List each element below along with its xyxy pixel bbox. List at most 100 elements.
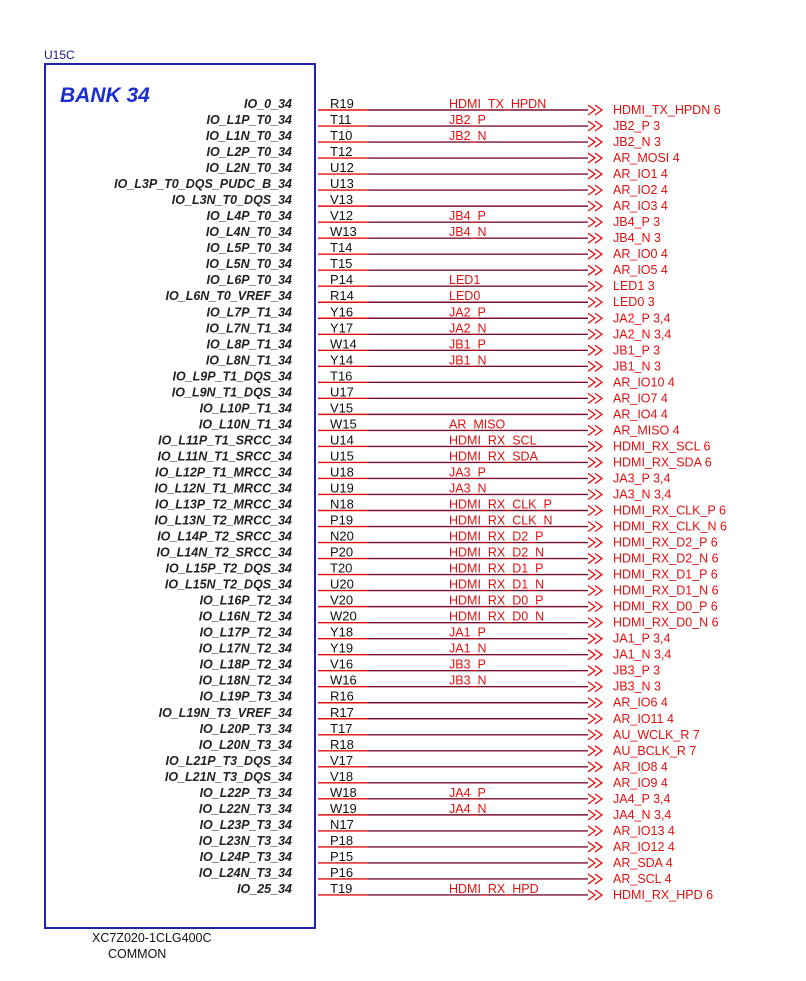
net-label: JA4_N bbox=[449, 802, 487, 816]
port-label: AR_MOSI 4 bbox=[613, 151, 680, 165]
pin-number: Y18 bbox=[330, 625, 353, 640]
port-label: JB2_N 3 bbox=[613, 135, 661, 149]
port-label: AR_IO1 4 bbox=[613, 167, 668, 181]
pin-row: IO_L12P_T1_MRCC_34 U18 JA3_P JA3_P 3,4 bbox=[155, 464, 670, 485]
pin-row: IO_L9N_T1_DQS_34 U17 AR_IO7 4 bbox=[172, 384, 668, 405]
offpage-connector-icon bbox=[587, 873, 604, 885]
offpage-connector-icon bbox=[587, 520, 604, 533]
pin-number: W15 bbox=[330, 416, 357, 431]
net-label: HDMI_RX_HPD bbox=[449, 882, 539, 896]
port-label: HDMI_RX_D2_P 6 bbox=[613, 536, 718, 550]
net-label: JA3_N bbox=[449, 481, 487, 495]
pin-name: IO_25_34 bbox=[237, 882, 292, 896]
pin-row: IO_L1N_T0_34 T10 JB2_N JB2_N 3 bbox=[206, 128, 661, 149]
port-label: HDMI_RX_SDA 6 bbox=[613, 455, 712, 469]
pin-row: IO_L11N_T1_SRCC_34 U15 HDMI_RX_SDA HDMI_RX_… bbox=[157, 448, 711, 469]
pin-number: Y16 bbox=[330, 304, 353, 319]
offpage-connector-icon bbox=[587, 553, 604, 565]
pin-row: IO_L17P_T2_34 Y18 JA1_P JA1_P 3,4 bbox=[200, 625, 671, 646]
pin-row: IO_L21P_T3_DQS_34 V17 AR_IO8 4 bbox=[166, 753, 668, 774]
port-label: HDMI_RX_D0_P 6 bbox=[613, 600, 718, 614]
net-label: JB1_N bbox=[449, 353, 487, 367]
pin-row: IO_L22N_T3_34 W19 JA4_N JA4_N 3,4 bbox=[199, 801, 672, 822]
pin-number: T10 bbox=[330, 128, 352, 143]
pin-name: IO_L1N_T0_34 bbox=[206, 129, 292, 143]
pin-name: IO_L8N_T1_34 bbox=[206, 353, 292, 367]
pin-row: IO_L8P_T1_34 W14 JB1_P JB1_P 3 bbox=[207, 336, 661, 357]
pin-row: IO_L17N_T2_34 Y19 JA1_N JA1_N 3,4 bbox=[199, 641, 672, 662]
port-label: JB3_P 3 bbox=[613, 664, 660, 678]
pin-number: W14 bbox=[330, 336, 357, 351]
pin-name: IO_L20N_T3_34 bbox=[199, 738, 292, 752]
offpage-connector-icon bbox=[587, 793, 604, 805]
port-label: AR_IO11 4 bbox=[613, 712, 674, 726]
net-label: HDMI_RX_D2_N bbox=[449, 546, 544, 560]
port-label: JA1_N 3,4 bbox=[613, 648, 671, 662]
pin-number: V13 bbox=[330, 192, 353, 207]
port-label: HDMI_RX_CLK_P 6 bbox=[613, 504, 726, 518]
pin-name: IO_L11P_T1_SRCC_34 bbox=[158, 433, 292, 447]
pin-row: IO_L23N_T3_34 P18 AR_IO12 4 bbox=[199, 833, 675, 854]
offpage-connector-icon bbox=[587, 296, 604, 308]
offpage-connector-icon bbox=[587, 617, 604, 629]
port-label: JA2_N 3,4 bbox=[613, 327, 671, 341]
pin-name: IO_L16N_T2_34 bbox=[199, 610, 292, 624]
part-number: XC7Z020-1CLG400C bbox=[92, 931, 212, 945]
pin-row: IO_L3N_T0_DQS_34 V13 AR_IO3 4 bbox=[172, 192, 668, 213]
pin-name: IO_L21P_T3_DQS_34 bbox=[166, 754, 293, 768]
net-label: JA1_N bbox=[449, 642, 487, 656]
port-label: HDMI_RX_D1_P 6 bbox=[613, 568, 718, 582]
pin-number: U14 bbox=[330, 432, 354, 447]
pin-row: IO_L19P_T3_34 R16 AR_IO6 4 bbox=[200, 689, 668, 710]
pin-row: IO_L15N_T2_DQS_34 U20 HDMI_RX_D1_N HDMI_RX_… bbox=[165, 577, 719, 598]
offpage-connector-icon bbox=[587, 633, 604, 645]
pin-number: N18 bbox=[330, 497, 354, 512]
pin-row: IO_L18N_T2_34 W16 JB3_N JB3_N 3 bbox=[199, 673, 661, 694]
port-label: AR_SDA 4 bbox=[613, 856, 673, 870]
offpage-connector-icon bbox=[587, 264, 604, 276]
port-label: AR_SCL 4 bbox=[613, 872, 672, 886]
port-label: JB3_N 3 bbox=[613, 680, 661, 694]
port-label: AU_WCLK_R 7 bbox=[613, 728, 700, 742]
offpage-connector-icon bbox=[587, 504, 604, 517]
net-label: JB4_P bbox=[449, 209, 486, 223]
pin-row: IO_L12N_T1_MRCC_34 U19 JA3_N JA3_N 3,4 bbox=[154, 480, 671, 501]
chip-outline bbox=[44, 63, 316, 929]
pin-name: IO_L10N_T1_34 bbox=[199, 417, 292, 431]
offpage-connector-icon bbox=[587, 360, 604, 372]
pin-row: IO_L4P_T0_34 V12 JB4_P JB4_P 3 bbox=[207, 208, 661, 229]
pin-name: IO_L3N_T0_DQS_34 bbox=[172, 193, 292, 207]
pin-number: P15 bbox=[330, 849, 353, 864]
net-label: HDMI_RX_D0_P bbox=[449, 594, 543, 608]
net-label: HDMI_RX_D1_P bbox=[449, 562, 543, 576]
port-label: HDMI_RX_HPD 6 bbox=[613, 888, 713, 902]
offpage-connector-icon bbox=[587, 392, 604, 404]
pin-number: Y14 bbox=[330, 352, 353, 367]
offpage-connector-icon bbox=[587, 456, 604, 468]
net-label: HDMI_RX_CLK_P bbox=[449, 498, 552, 512]
pin-number: T16 bbox=[330, 368, 352, 383]
offpage-connector-icon bbox=[587, 809, 604, 821]
offpage-connector-icon bbox=[587, 328, 604, 340]
offpage-connector-icon bbox=[587, 601, 604, 613]
pin-name: IO_L19P_T3_34 bbox=[200, 690, 292, 704]
pin-row: IO_L24N_T3_34 P16 AR_SCL 4 bbox=[199, 865, 672, 886]
pin-row: IO_L22P_T3_34 W18 JA4_P JA4_P 3,4 bbox=[200, 785, 671, 806]
pin-name: IO_L3P_T0_DQS_PUDC_B_34 bbox=[114, 177, 292, 191]
offpage-connector-icon bbox=[587, 585, 604, 597]
pin-number: R19 bbox=[330, 96, 354, 111]
pin-number: T20 bbox=[330, 561, 352, 576]
pin-name: IO_0_34 bbox=[244, 97, 292, 111]
pin-name: IO_L10P_T1_34 bbox=[200, 401, 292, 415]
offpage-connector-icon bbox=[587, 280, 604, 292]
offpage-connector-icon bbox=[587, 344, 604, 356]
pin-number: W18 bbox=[330, 785, 357, 800]
net-label: JA4_P bbox=[449, 786, 486, 800]
port-label: HDMI_RX_SCL 6 bbox=[613, 439, 711, 453]
port-label: AR_MISO 4 bbox=[613, 423, 680, 437]
pin-row: IO_L2P_T0_34 T12 AR_MOSI 4 bbox=[207, 144, 680, 165]
offpage-connector-icon bbox=[587, 408, 604, 420]
offpage-connector-icon bbox=[587, 152, 604, 164]
